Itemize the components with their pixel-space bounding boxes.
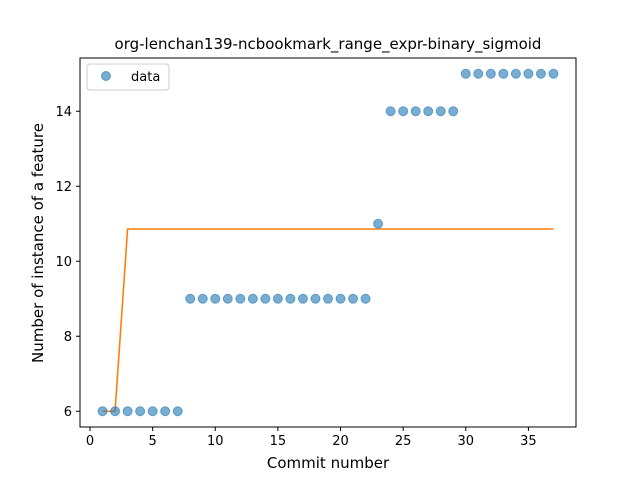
x-tick-label: 35 [520,434,537,449]
data-point [435,106,446,117]
data-point [210,293,221,304]
x-tick-label: 15 [270,434,287,449]
data-point [122,406,133,417]
data-point [285,293,296,304]
data-point [485,68,496,79]
y-tick-label: 14 [55,105,72,120]
y-tick-label: 6 [64,405,72,420]
data-point [360,293,371,304]
y-tick-label: 10 [55,255,72,270]
x-tick-label: 25 [395,434,412,449]
chart-title: org-lenchan139-ncbookmark_range_expr-bin… [115,35,542,54]
data-point [510,68,521,79]
data-point [135,406,146,417]
x-tick-label: 20 [332,434,349,449]
data-point [185,293,196,304]
legend: data [86,63,170,91]
y-axis-title: Number of instance of a feature [29,123,47,363]
data-point [310,293,321,304]
data-point [348,293,359,304]
data-point [97,406,108,417]
data-point [535,68,546,79]
y-tick-label: 12 [55,180,72,195]
x-tick-label: 0 [86,434,94,449]
legend-box [86,63,170,91]
data-point [323,293,333,304]
data-point [110,406,121,417]
x-tick-label: 5 [149,434,157,449]
data-point [260,293,271,304]
data-point [272,293,283,304]
data-point [523,68,534,79]
data-point [473,68,484,79]
data-point [197,293,208,304]
data-point [235,293,246,304]
y-tick-label: 8 [64,330,72,345]
data-point [448,106,459,117]
data-point [460,68,471,79]
data-point [398,106,409,117]
x-tick-label: 10 [207,434,224,449]
x-axis-title: Commit number [267,454,390,472]
plot-area: 0 5 10 15 20 25 30 35 6 8 10 12 14 [55,57,577,449]
plot-frame [79,57,577,428]
data-point [335,293,346,304]
data-point [147,406,158,417]
data-point [423,106,434,117]
data-point [385,106,396,117]
data-point [222,293,233,304]
data-point [160,406,171,417]
legend-marker-data [101,71,111,81]
data-point [548,68,559,79]
data-point [247,293,258,304]
data-point [172,406,183,417]
data-point [297,293,308,304]
data-point [498,68,509,79]
legend-label-data: data [131,70,160,85]
data-point [410,106,421,117]
data-point [373,218,384,229]
x-tick-label: 30 [458,434,475,449]
fit-line [102,228,554,413]
